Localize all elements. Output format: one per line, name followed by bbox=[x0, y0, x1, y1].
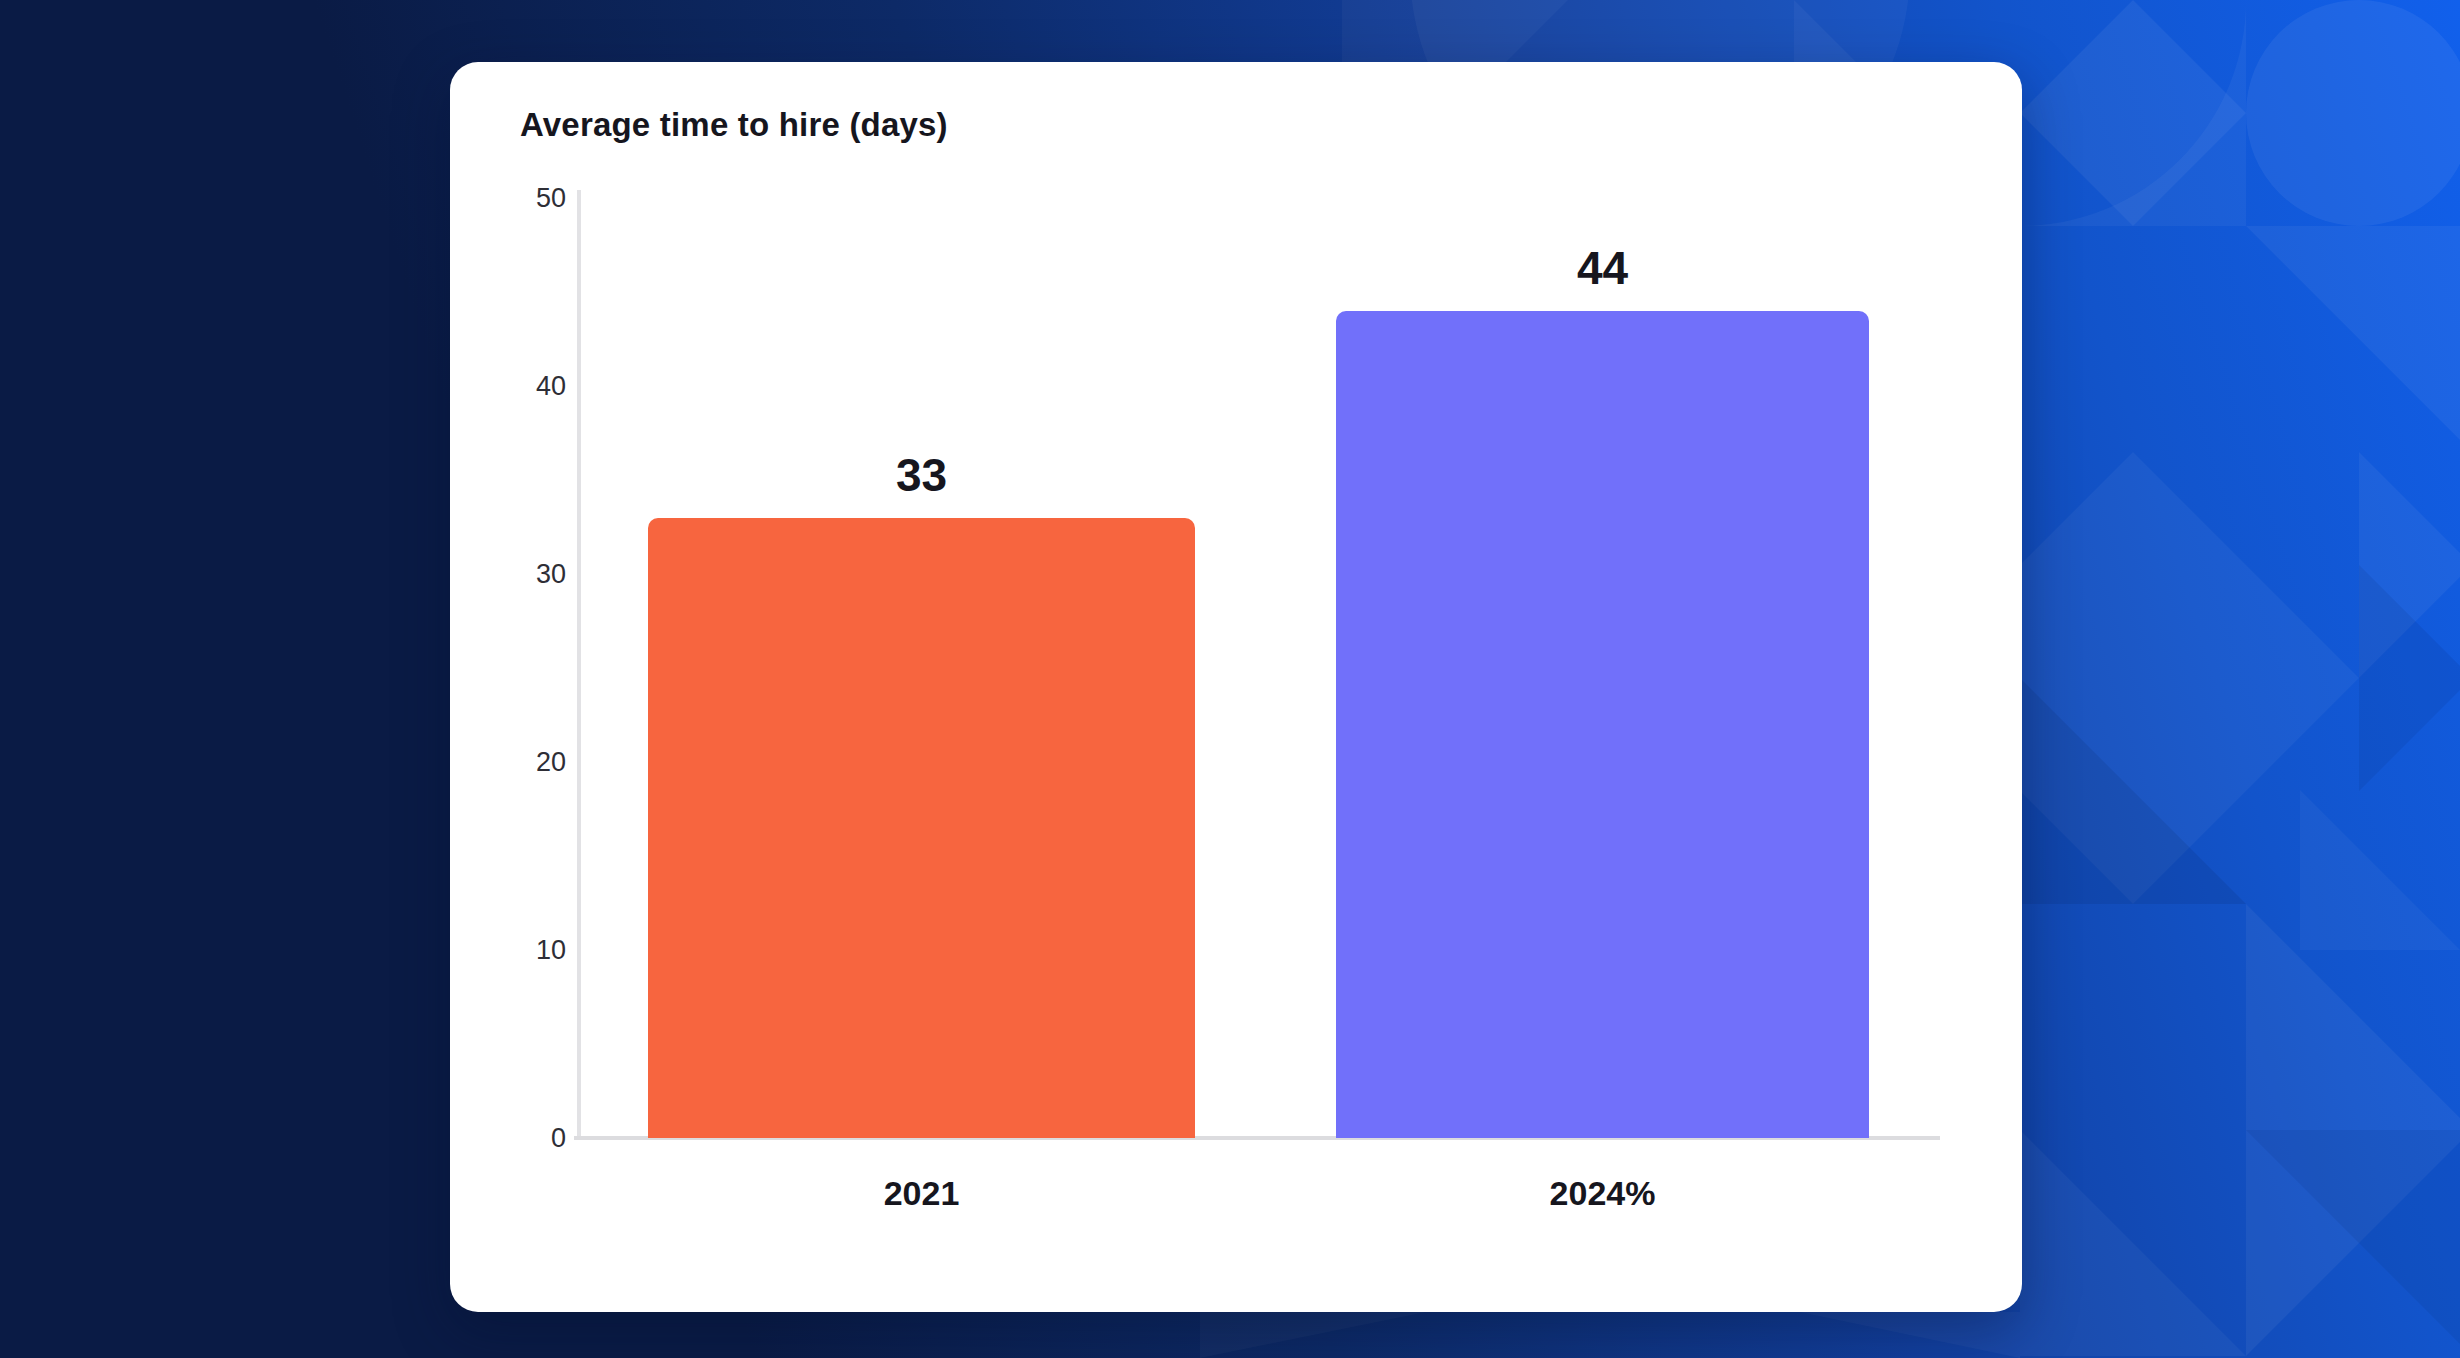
y-tick-0: 0 bbox=[450, 1121, 566, 1155]
desktop-background: Average time to hire (days) 50 40 30 20 … bbox=[0, 0, 2460, 1358]
x-axis-label-2021: 2021 bbox=[648, 1174, 1195, 1213]
y-tick-50: 50 bbox=[450, 181, 566, 215]
y-tick-10: 10 bbox=[450, 933, 566, 967]
y-tick-30: 30 bbox=[450, 557, 566, 591]
x-axis-label-2024: 2024% bbox=[1336, 1174, 1869, 1213]
y-tick-20: 20 bbox=[450, 745, 566, 779]
bar-2024[interactable] bbox=[1336, 311, 1869, 1138]
y-tick-40: 40 bbox=[450, 369, 566, 403]
bar-group-2024: 44 2024% bbox=[1336, 190, 1869, 1138]
bar-value-label-2024: 44 bbox=[1336, 241, 1869, 295]
bar-group-2021: 33 2021 bbox=[648, 190, 1195, 1138]
bar-value-label-2021: 33 bbox=[648, 448, 1195, 502]
y-axis-line bbox=[577, 190, 581, 1138]
chart-title: Average time to hire (days) bbox=[520, 106, 948, 144]
bar-2021[interactable] bbox=[648, 518, 1195, 1138]
chart-card: Average time to hire (days) 50 40 30 20 … bbox=[450, 62, 2022, 1312]
